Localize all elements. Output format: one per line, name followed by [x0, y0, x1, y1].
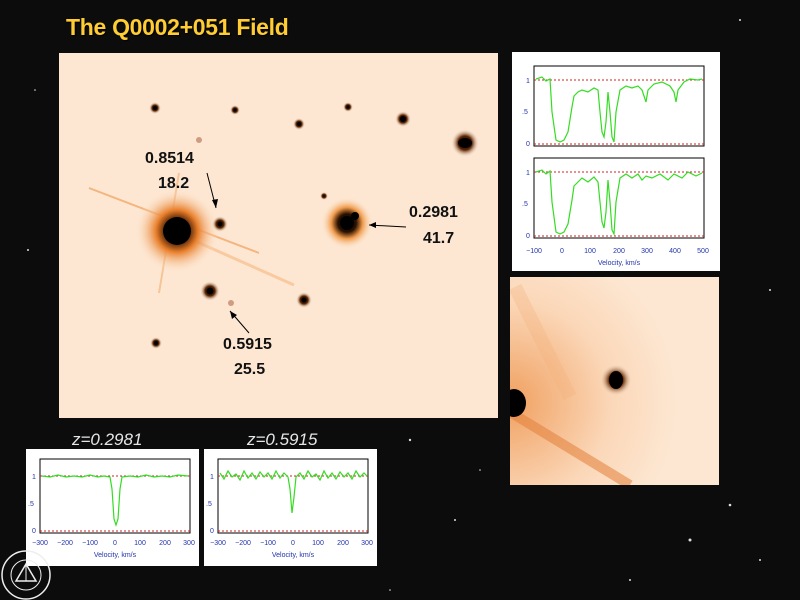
x-tick-right-4: 300	[641, 248, 653, 255]
y-tick-upper-1: 1	[526, 78, 530, 85]
x-tick-bl-3: 0	[113, 540, 117, 547]
x-tick-right-1: 0	[560, 248, 564, 255]
y-tick-bl-half: .5	[28, 501, 34, 508]
x-tick-br-3: 0	[291, 540, 295, 547]
x-tick-br-0: −300	[210, 540, 226, 547]
y-tick-br-0: 0	[210, 528, 214, 535]
y-tick-bl-1: 1	[32, 474, 36, 481]
x-axis-label-right: Velocity, km/s	[598, 260, 641, 267]
x-tick-bl-4: 100	[134, 540, 146, 547]
spectrum-label-right: z=0.5915	[247, 430, 318, 449]
y-tick-upper-half: .5	[522, 109, 528, 116]
x-tick-right-3: 200	[613, 248, 625, 255]
spectra-panel-right: 1 .5 0 1 .5 0 −100 0 100 200 300 400 500…	[512, 52, 720, 271]
x-tick-br-1: −200	[235, 540, 251, 547]
spectrum-label-left: z=0.2981	[72, 430, 143, 449]
spectrum-panel-bottom-right: 1 .5 0 −300 −200 −100 0 100 200 300 Velo…	[204, 449, 377, 566]
x-tick-br-6: 300	[361, 540, 373, 547]
x-tick-br-5: 200	[337, 540, 349, 547]
x-axis-label-bl: Velocity, km/s	[94, 552, 137, 559]
x-tick-right-5: 400	[669, 248, 681, 255]
galaxy-label-value-2: 41.7	[423, 230, 454, 247]
field-image: 0.8514 18.2 0.2981 41.7 0.5915 25.5	[59, 53, 498, 418]
x-axis-label-br: Velocity, km/s	[272, 552, 315, 559]
x-tick-bl-5: 200	[159, 540, 171, 547]
university-seal-logo	[1, 550, 51, 600]
y-tick-upper-0: 0	[526, 141, 530, 148]
galaxy-label-redshift-3: 0.5915	[223, 336, 272, 353]
y-tick-bl-0: 0	[32, 528, 36, 535]
x-tick-right-2: 100	[584, 248, 596, 255]
x-tick-bl-1: −200	[57, 540, 73, 547]
y-tick-lower-0: 0	[526, 233, 530, 240]
galaxy-label-value-1: 18.2	[158, 175, 189, 192]
x-tick-right-0: −100	[526, 248, 542, 255]
y-tick-lower-1: 1	[526, 170, 530, 177]
x-tick-bl-2: −100	[82, 540, 98, 547]
y-tick-lower-half: .5	[522, 201, 528, 208]
y-tick-br-half: .5	[206, 501, 212, 508]
spectrum-panel-bottom-left: 1 .5 0 −300 −200 −100 0 100 200 300 Velo…	[26, 449, 199, 566]
galaxy-label-redshift-1: 0.8514	[145, 150, 194, 167]
y-tick-br-1: 1	[210, 474, 214, 481]
x-tick-br-2: −100	[260, 540, 276, 547]
x-tick-right-6: 500	[697, 248, 709, 255]
x-tick-bl-6: 300	[183, 540, 195, 547]
page-title: The Q0002+051 Field	[66, 14, 289, 40]
galaxy-label-redshift-2: 0.2981	[409, 204, 458, 221]
zoom-inset-image	[510, 277, 719, 485]
x-tick-br-4: 100	[312, 540, 324, 547]
x-tick-bl-0: −300	[32, 540, 48, 547]
galaxy-label-value-3: 25.5	[234, 361, 265, 378]
